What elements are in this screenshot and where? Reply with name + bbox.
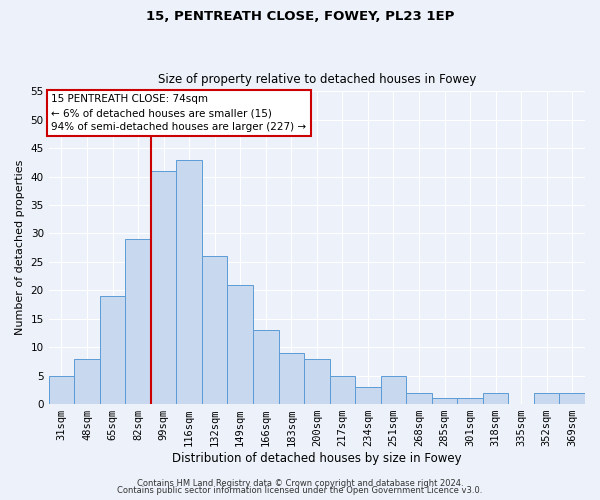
Bar <box>380 376 406 404</box>
Text: 15, PENTREATH CLOSE, FOWEY, PL23 1EP: 15, PENTREATH CLOSE, FOWEY, PL23 1EP <box>146 10 454 23</box>
Bar <box>534 392 559 404</box>
Bar <box>125 239 151 404</box>
Bar <box>329 376 355 404</box>
Bar <box>355 387 380 404</box>
Bar <box>49 376 74 404</box>
Bar <box>100 296 125 404</box>
Y-axis label: Number of detached properties: Number of detached properties <box>15 160 25 336</box>
Title: Size of property relative to detached houses in Fowey: Size of property relative to detached ho… <box>158 73 476 86</box>
Bar <box>457 398 483 404</box>
Bar <box>278 353 304 404</box>
Bar <box>406 392 432 404</box>
Bar <box>227 284 253 404</box>
X-axis label: Distribution of detached houses by size in Fowey: Distribution of detached houses by size … <box>172 452 461 465</box>
Bar <box>176 160 202 404</box>
Text: Contains public sector information licensed under the Open Government Licence v3: Contains public sector information licen… <box>118 486 482 495</box>
Bar <box>202 256 227 404</box>
Bar <box>253 330 278 404</box>
Text: Contains HM Land Registry data © Crown copyright and database right 2024.: Contains HM Land Registry data © Crown c… <box>137 478 463 488</box>
Bar <box>483 392 508 404</box>
Bar <box>559 392 585 404</box>
Text: 15 PENTREATH CLOSE: 74sqm
← 6% of detached houses are smaller (15)
94% of semi-d: 15 PENTREATH CLOSE: 74sqm ← 6% of detach… <box>51 94 307 132</box>
Bar <box>432 398 457 404</box>
Bar <box>304 358 329 404</box>
Bar <box>151 171 176 404</box>
Bar <box>74 358 100 404</box>
